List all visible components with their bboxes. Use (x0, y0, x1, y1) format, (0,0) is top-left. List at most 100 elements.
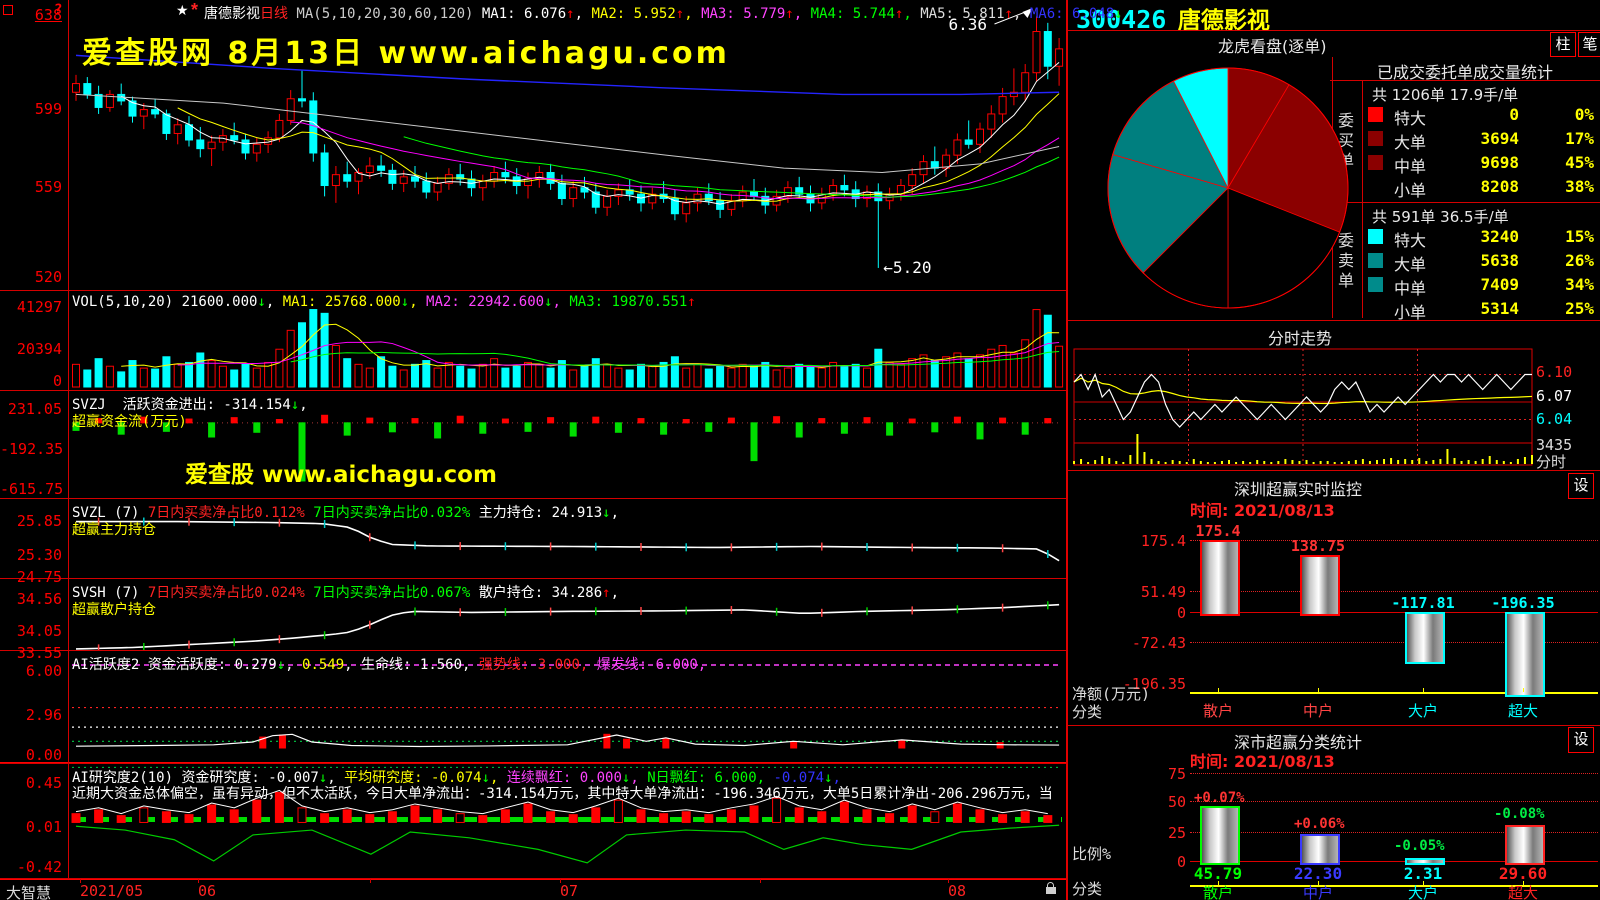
intraday-high-label: 6.10 (1536, 363, 1573, 381)
monitor-value-label: 175.4 (1195, 522, 1241, 541)
time-axis-label: 2021/05 (80, 882, 144, 900)
table-row: 小单 5314 25% (1394, 299, 1594, 322)
svzl-label: 超赢主力持仓 (72, 522, 156, 538)
order-pie-chart[interactable] (1068, 57, 1368, 320)
monitor-unit: 净额(万元) (1072, 685, 1151, 703)
intraday-vol-label: 3435 (1536, 436, 1573, 454)
intraday-mid-label: 6.07 (1536, 387, 1573, 405)
zero-line (1190, 612, 1598, 613)
ai-research-chart[interactable] (68, 764, 1066, 879)
classify-delta-label: +0.06% (1294, 816, 1345, 832)
pen-mode-button[interactable]: 笔 (1578, 32, 1600, 57)
classify-category-label: 散户 (1202, 884, 1233, 900)
classify-delta-label: +0.07% (1194, 790, 1245, 806)
time-axis[interactable]: 大智慧 2021/05 06 07 08 (0, 878, 1066, 900)
volume-chart[interactable] (68, 291, 1066, 391)
intraday-chart[interactable] (1068, 345, 1600, 467)
axis-label: 20394 (16, 340, 62, 358)
table-row: 大单 5638 26% (1364, 250, 1600, 274)
sell-side-label: 委卖单 (1335, 232, 1354, 292)
corner-marker-icon (3, 5, 13, 15)
volume-panel[interactable]: VOL(5,10,20) 21600.000↓, MA1: 25768.000↓… (0, 290, 1066, 391)
axis-label: 25.85 (16, 512, 62, 530)
monitor-bar-散户[interactable] (1200, 540, 1240, 616)
table-row: 特大 3240 15% (1364, 226, 1600, 250)
table-row: 大单 3694 17% (1364, 128, 1600, 152)
table-title: 已成交委托单成交量统计 (1376, 63, 1553, 82)
classify-time: 时间: 2021/08/13 (1190, 752, 1335, 771)
lock-icon[interactable] (1046, 882, 1056, 894)
ai-research-panel[interactable]: AI研究度2(10) 资金研究度: -0.007↓, 平均研究度: -0.074… (0, 762, 1067, 880)
svzj-chart[interactable] (68, 391, 1066, 499)
classify-category-label: 中户 (1302, 884, 1333, 900)
ai-activity-header: AI活跃度2 资金活跃度: 0.279↓, 0.549, 生命线: 1.560,… (72, 657, 707, 673)
axis-divider (68, 0, 69, 878)
monitor-axis-label: -196.35 (1122, 675, 1186, 693)
ai-research-header: AI研究度2(10) 资金研究度: -0.007↓, 平均研究度: -0.074… (72, 770, 841, 786)
monitor-axis-label: -72.43 (1131, 634, 1186, 652)
axis-label: 33.55 (16, 644, 62, 662)
panel-divider (1066, 0, 1068, 900)
classify-bar-超大[interactable] (1505, 825, 1545, 865)
classify-settings-button[interactable]: 设 (1568, 727, 1594, 753)
axis-label: 2.96 (25, 706, 62, 724)
monitor-category-label: 散户 (1202, 702, 1233, 720)
ai-activity-panel[interactable]: AI活跃度2 资金活跃度: 0.279↓, 0.549, 生命线: 1.560,… (0, 650, 1066, 764)
intraday-low-label: 6.04 (1536, 410, 1573, 428)
monitor-bar-大户[interactable] (1405, 612, 1445, 665)
swatch-buy-xl (1368, 107, 1383, 122)
monitor-bar-超大[interactable] (1505, 612, 1545, 697)
svsh-chart[interactable] (68, 579, 1066, 651)
monitor-time: 时间: 2021/08/13 (1190, 501, 1335, 520)
axis-label: -0.42 (16, 858, 62, 876)
axis-label: 24.75 (16, 568, 62, 586)
classify-delta-label: -0.05% (1394, 838, 1445, 854)
classify-value-label: 45.79 (1193, 864, 1243, 883)
table-row: 中单 9698 45% (1364, 152, 1600, 176)
baseline (1190, 885, 1598, 887)
monitor-bar-中户[interactable] (1300, 555, 1340, 616)
sell-summary: 共 591单 36.5手/单 (1372, 208, 1509, 226)
main-ma-header: 唐德影视日线 MA(5,10,20,30,60,120) MA1: 6.076↑… (204, 6, 1123, 22)
axis-label: 559 (34, 178, 62, 196)
svzl-panel[interactable]: SVZL (7) 7日内买卖净占比0.112% 7日内买卖净占比0.032% 主… (0, 498, 1066, 579)
svzj-panel[interactable]: SVZJ 活跃资金进出: -314.154↓, 超赢资金流(万元) (0, 390, 1066, 499)
axis-label: 6.00 (25, 662, 62, 680)
svsh-panel[interactable]: SVSH (7) 7日内买卖净占比0.024% 7日内买卖净占比0.067% 散… (0, 578, 1066, 651)
bar-mode-button[interactable]: 柱 (1550, 32, 1576, 57)
svsh-header: SVSH (7) 7日内买卖净占比0.024% 7日内买卖净占比0.067% 散… (72, 585, 620, 601)
svg-text:←5.20: ←5.20 (883, 258, 931, 277)
svzl-chart[interactable] (68, 499, 1066, 579)
classify-unit2: 分类 (1072, 880, 1103, 898)
stock-name: 唐德影视 (1177, 8, 1270, 34)
classify-category-label: 超大 (1507, 884, 1538, 900)
volume-header: VOL(5,10,20) 21600.000↓, MA1: 25768.000↓… (72, 294, 696, 310)
intraday-title: 分时走势 (1268, 329, 1333, 348)
classify-category-label: 大户 (1407, 884, 1438, 900)
axis-label: 41297 (16, 298, 62, 316)
monitor-settings-button[interactable]: 设 (1568, 473, 1594, 499)
favorite-star-icon[interactable]: ★ (176, 3, 189, 19)
swatch-buy-mid (1368, 155, 1383, 170)
cursor-icon: ? (54, 2, 63, 18)
monitor-category-label: 大户 (1407, 702, 1438, 720)
time-axis-label: 07 (560, 882, 579, 900)
monitor-category-label: 中户 (1302, 702, 1333, 720)
axis-label: 25.30 (16, 546, 62, 564)
tick (1318, 688, 1319, 692)
tick (1218, 688, 1219, 692)
table-row: 小单 8208 38% (1394, 177, 1594, 200)
monitor-title: 深圳超赢实时监控 (1234, 480, 1363, 499)
axis-label: 0 (52, 372, 62, 390)
classify-bar-大户[interactable] (1405, 858, 1445, 865)
classify-unit: 比例% (1072, 845, 1112, 863)
ai-activity-chart[interactable] (68, 651, 1066, 764)
svzj-header: SVZJ 活跃资金进出: -314.154↓, (72, 397, 308, 413)
svg-text:6.36: 6.36 (949, 15, 988, 34)
classify-bar-散户[interactable] (1200, 806, 1240, 865)
main-candlestick-panel[interactable]: 6.36 ←5.20 ? ★ * 唐德影视日线 MA(5,10,20,30,60,… (0, 0, 1123, 290)
axis-label: 34.05 (16, 622, 62, 640)
candlestick-chart[interactable]: 6.36 ←5.20 (68, 0, 1066, 290)
classify-bar-中户[interactable] (1300, 834, 1340, 865)
